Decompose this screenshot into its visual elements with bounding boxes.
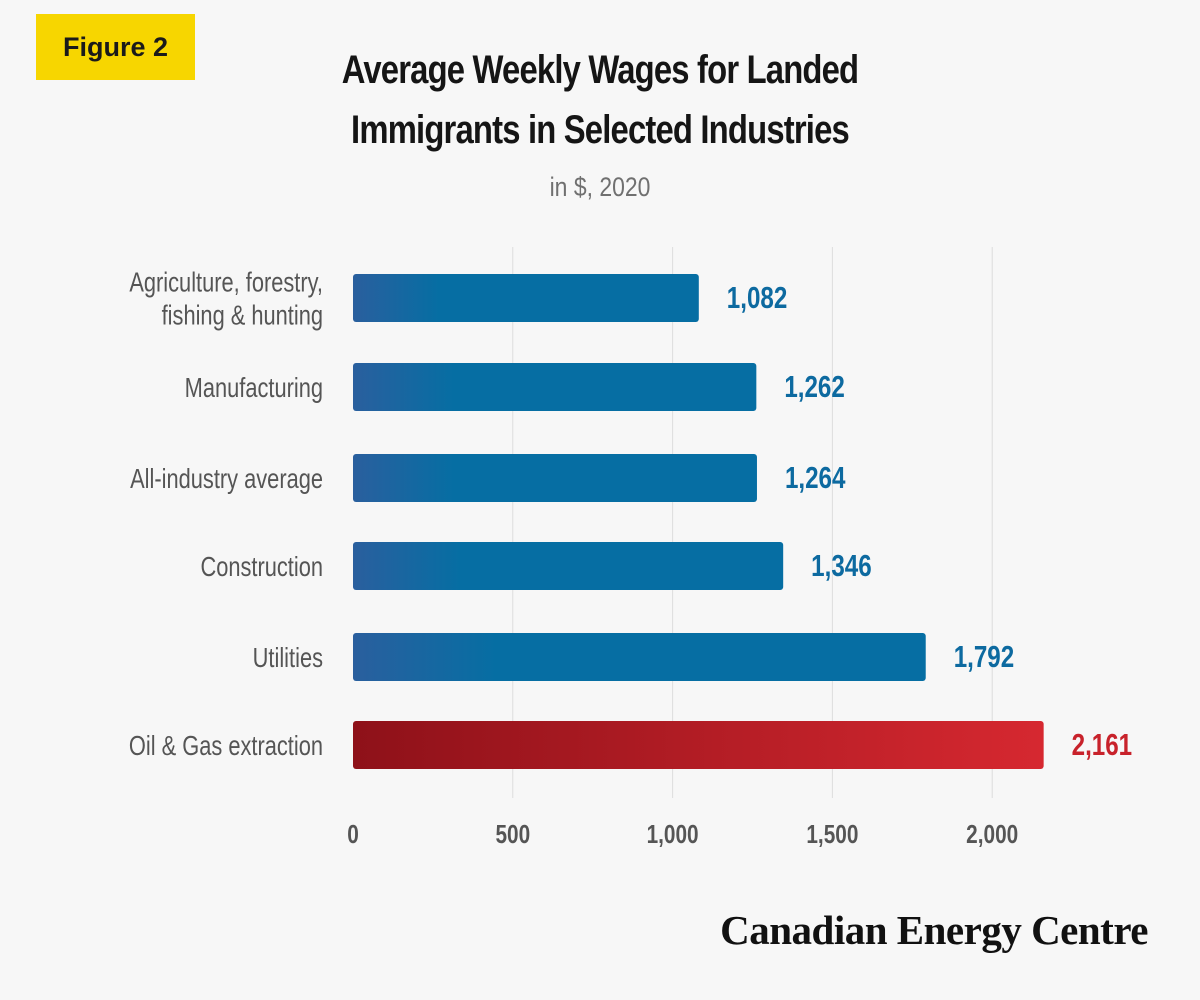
data-label: 1,346 xyxy=(811,548,871,583)
category-label: All-industry average xyxy=(130,463,323,494)
bar xyxy=(353,274,699,322)
category-label: Utilities xyxy=(253,642,323,673)
data-label: 1,082 xyxy=(727,280,787,315)
category-label: Oil & Gas extraction xyxy=(129,730,323,761)
x-tick-label: 500 xyxy=(495,820,530,849)
x-tick-label: 1,500 xyxy=(806,820,858,849)
data-label: 2,161 xyxy=(1072,727,1132,762)
brand-logo-text: Canadian Energy Centre xyxy=(720,907,1148,953)
x-tick-label: 0 xyxy=(347,820,359,849)
chart-title-line-1: Average Weekly Wages for Landed xyxy=(341,48,859,92)
chart-title-line-2: Immigrants in Selected Industries xyxy=(351,108,850,152)
x-tick-label: 2,000 xyxy=(966,820,1018,849)
bar xyxy=(353,633,926,681)
figure-badge: Figure 2 xyxy=(36,14,195,80)
bar xyxy=(353,363,757,411)
chart-subtitle: in $, 2020 xyxy=(549,172,651,202)
category-label: Agriculture, forestry, xyxy=(129,267,323,298)
category-label: Construction xyxy=(200,551,323,582)
category-label: Manufacturing xyxy=(185,372,323,403)
category-label: fishing & hunting xyxy=(162,300,323,331)
bar xyxy=(353,454,757,502)
data-label: 1,262 xyxy=(784,369,844,404)
data-label: 1,792 xyxy=(954,639,1014,674)
data-label: 1,264 xyxy=(785,460,846,495)
x-tick-label: 1,000 xyxy=(647,820,699,849)
bar xyxy=(353,721,1044,769)
bar xyxy=(353,542,784,590)
chart-title: Average Weekly Wages for Landed Immigran… xyxy=(272,40,928,160)
